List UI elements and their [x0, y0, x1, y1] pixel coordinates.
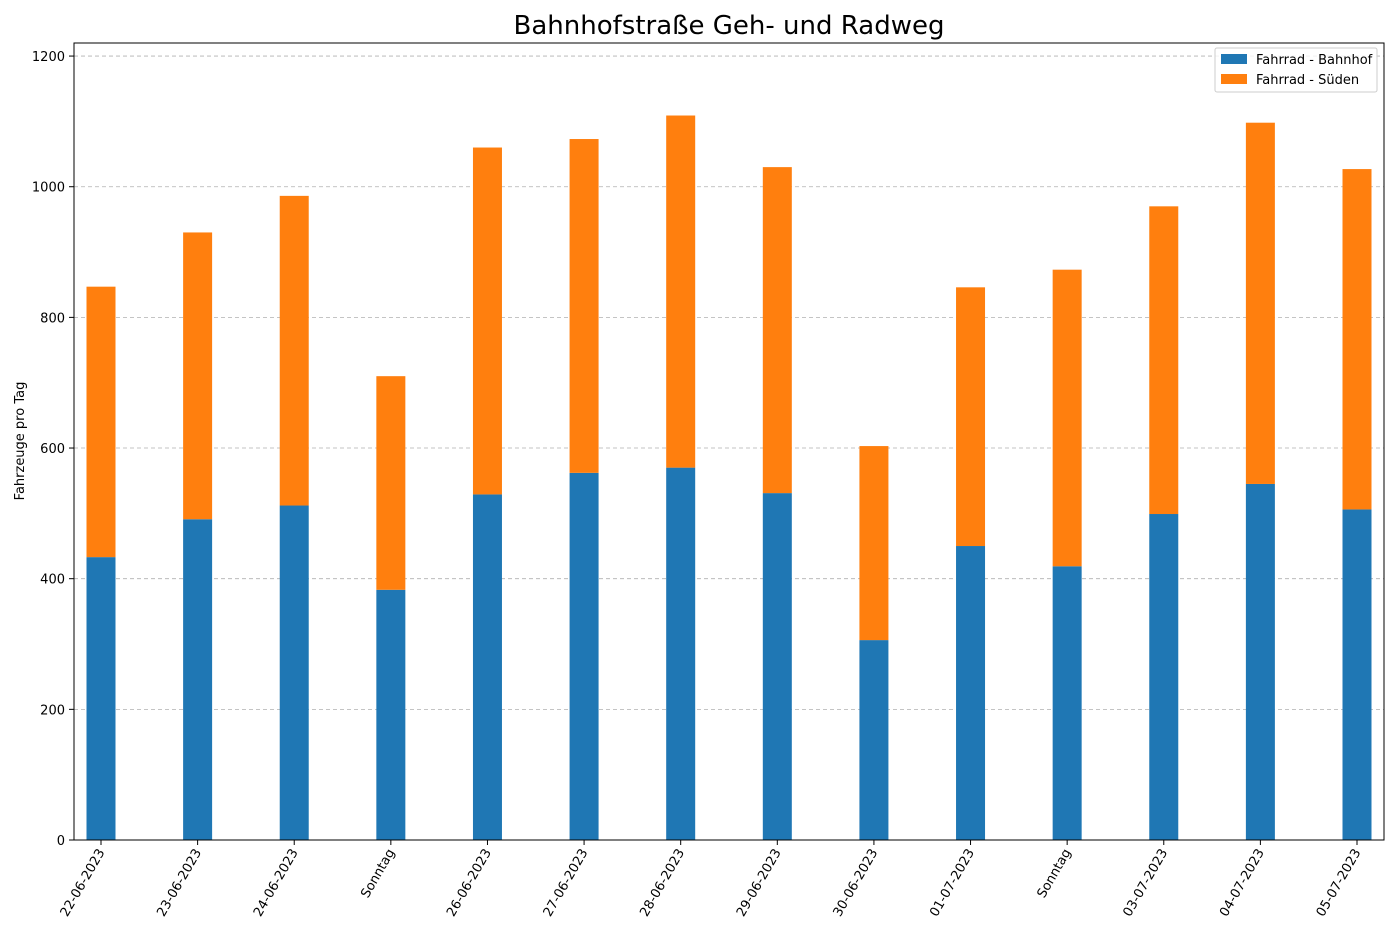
bar-sueden: [859, 446, 889, 641]
bar-bahnhof: [279, 505, 309, 840]
chart-title: Bahnhofstraße Geh- und Radweg: [514, 11, 945, 41]
y-tick-label: 800: [40, 311, 65, 326]
bar-sueden: [376, 376, 406, 590]
bar-bahnhof: [1245, 483, 1275, 840]
x-tick-label: 27-06-2023: [541, 847, 592, 920]
bar-bahnhof: [956, 546, 986, 840]
y-tick-label: 1000: [32, 181, 65, 196]
bar-sueden: [956, 287, 986, 547]
bar-bahnhof: [472, 494, 502, 840]
bar-bahnhof: [86, 557, 116, 840]
bars: [86, 115, 1372, 840]
x-tick-label: 03-07-2023: [1120, 847, 1171, 920]
grid-lines: [74, 55, 1384, 841]
bar-bahnhof: [376, 589, 406, 840]
x-tick-label: 24-06-2023: [251, 847, 302, 920]
x-tick-label: Sonntag: [1035, 847, 1075, 901]
x-axis: 22-06-2023 23-06-2023 24-06-2023 Sonntag 26-…: [58, 840, 1365, 920]
bar-sueden: [1245, 122, 1275, 484]
x-tick-label: 04-07-2023: [1217, 847, 1268, 920]
bar-bahnhof: [569, 472, 599, 840]
x-tick-label: 05-07-2023: [1314, 847, 1365, 920]
y-axis: 0 200 400 600 800 1000 1200: [32, 50, 74, 849]
x-tick-label: 22-06-2023: [58, 847, 109, 920]
bar-sueden: [1149, 206, 1179, 515]
bar-bahnhof: [762, 493, 792, 840]
legend-swatch-bahnhof: [1221, 54, 1247, 64]
bar-bahnhof: [859, 640, 889, 840]
x-tick-label: Sonntag: [358, 847, 398, 901]
x-tick-label: 01-07-2023: [927, 847, 978, 920]
bar-sueden: [183, 232, 213, 520]
x-tick-label: 26-06-2023: [444, 847, 495, 920]
bar-bahnhof: [1052, 566, 1082, 840]
y-tick-label: 200: [40, 703, 65, 718]
legend-label-bahnhof: Fahrrad - Bahnhof: [1256, 53, 1373, 68]
bar-sueden: [762, 167, 792, 494]
bar-sueden: [472, 147, 502, 495]
legend-swatch-sueden: [1221, 74, 1247, 84]
bar-bahnhof: [1149, 514, 1179, 840]
bar-sueden: [666, 115, 696, 468]
legend: Fahrrad - Bahnhof Fahrrad - Süden: [1214, 47, 1378, 93]
y-tick-label: 1200: [32, 50, 65, 65]
bar-bahnhof: [183, 519, 213, 840]
legend-label-sueden: Fahrrad - Süden: [1256, 73, 1359, 88]
bar-sueden: [569, 139, 599, 473]
y-tick-label: 0: [57, 834, 65, 849]
x-tick-label: 30-06-2023: [831, 847, 882, 920]
bar-bahnhof: [1342, 509, 1372, 840]
plot-frame: [73, 42, 1385, 841]
y-tick-label: 600: [40, 442, 65, 457]
x-tick-label: 29-06-2023: [734, 847, 785, 920]
bar-sueden: [1052, 269, 1082, 567]
bar-bahnhof: [666, 467, 696, 840]
bar-sueden: [86, 286, 116, 558]
bar-sueden: [1342, 169, 1372, 510]
y-tick-label: 400: [40, 573, 65, 588]
x-tick-label: 23-06-2023: [154, 847, 205, 920]
bar-sueden: [279, 195, 309, 506]
y-axis-label: Fahrzeuge pro Tag: [13, 382, 28, 501]
legend-box: [1214, 47, 1378, 93]
x-tick-label: 28-06-2023: [637, 847, 688, 920]
